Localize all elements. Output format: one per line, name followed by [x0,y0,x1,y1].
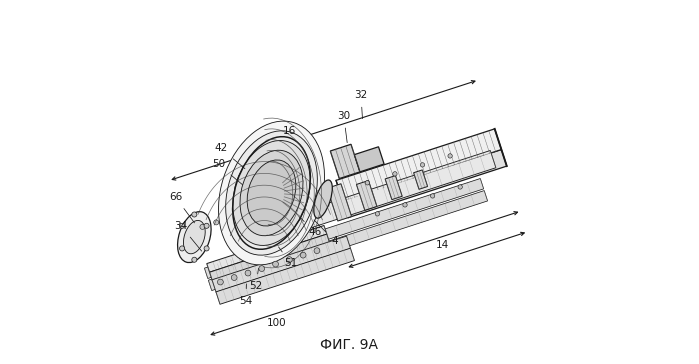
Circle shape [287,257,292,262]
Circle shape [458,185,462,189]
Circle shape [231,275,237,280]
Ellipse shape [314,180,332,218]
Polygon shape [231,150,496,252]
Text: 16: 16 [282,126,296,136]
Circle shape [301,252,306,258]
Text: 42: 42 [214,143,245,169]
Circle shape [259,266,265,272]
Circle shape [375,212,380,216]
Circle shape [180,246,185,251]
Polygon shape [327,184,352,221]
Ellipse shape [178,211,211,262]
Polygon shape [354,147,384,172]
Circle shape [269,202,274,207]
Polygon shape [210,234,330,281]
Text: 4: 4 [314,220,338,246]
Polygon shape [414,170,428,189]
Text: 51: 51 [278,247,297,268]
Ellipse shape [226,131,317,255]
Circle shape [365,181,370,185]
Polygon shape [204,178,484,278]
Circle shape [214,220,219,225]
Text: 50: 50 [212,159,243,185]
Circle shape [273,261,278,267]
Circle shape [393,172,397,176]
Text: 46: 46 [300,217,322,237]
Circle shape [296,193,301,198]
Polygon shape [212,236,351,292]
Circle shape [241,211,246,216]
Polygon shape [356,181,377,210]
Text: 14: 14 [435,240,449,250]
Text: 54: 54 [239,284,252,305]
Ellipse shape [183,221,206,254]
Text: 32: 32 [354,90,368,119]
Circle shape [431,194,435,198]
Circle shape [314,248,320,254]
Polygon shape [331,144,360,179]
Circle shape [403,203,408,207]
Ellipse shape [219,121,324,265]
Polygon shape [336,129,501,201]
Text: 30: 30 [337,111,350,143]
Circle shape [420,163,425,167]
Circle shape [192,257,197,262]
Ellipse shape [240,150,303,236]
Circle shape [192,212,197,217]
Circle shape [255,206,260,211]
Text: 34: 34 [175,221,201,251]
Polygon shape [216,248,354,304]
Polygon shape [385,175,402,199]
Circle shape [204,246,209,251]
Circle shape [227,215,233,221]
Ellipse shape [233,141,310,245]
Polygon shape [207,225,327,272]
Circle shape [204,223,209,228]
Polygon shape [343,150,507,218]
Text: ФИГ. 9А: ФИГ. 9А [321,338,378,352]
Text: 66: 66 [169,193,194,223]
Circle shape [282,197,288,202]
Polygon shape [208,191,488,290]
Circle shape [180,223,185,228]
Circle shape [217,279,223,285]
Circle shape [245,270,251,276]
Ellipse shape [247,160,296,226]
Circle shape [448,154,452,158]
Text: 100: 100 [266,318,286,328]
Text: 52: 52 [250,268,263,291]
Circle shape [200,224,205,229]
